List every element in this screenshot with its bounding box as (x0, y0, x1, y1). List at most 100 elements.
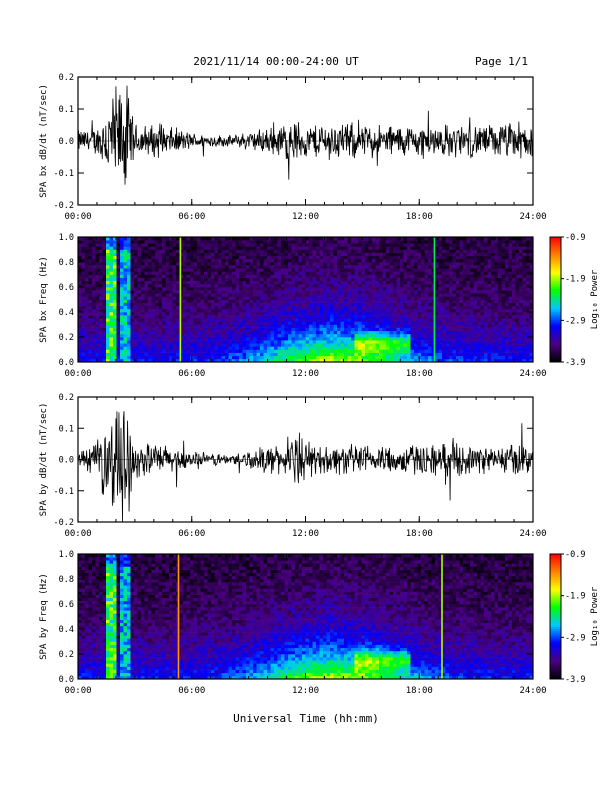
heatmap-cell (235, 280, 240, 285)
heatmap-cell (225, 280, 229, 285)
heatmap-cell (400, 343, 404, 347)
heatmap-cell (396, 262, 401, 266)
heatmap-cell (305, 346, 310, 350)
heatmap-cell (148, 268, 152, 272)
heatmap-cell (305, 337, 310, 341)
heatmap-cell (249, 346, 254, 350)
heatmap-cell (333, 315, 338, 319)
heatmap-cell (480, 252, 485, 257)
heatmap-cell (137, 274, 142, 278)
heatmap-cell (81, 271, 86, 275)
heatmap-cell (92, 271, 96, 275)
heatmap-cell (382, 240, 387, 244)
heatmap-cell (365, 346, 369, 350)
heatmap-cell (239, 308, 243, 313)
heatmap-cell (365, 243, 369, 247)
heatmap-cell (123, 283, 128, 288)
heatmap-cell (421, 283, 425, 288)
heatmap-cell (284, 243, 289, 247)
heatmap-cell (78, 318, 82, 322)
heatmap-cell (438, 308, 443, 313)
heatmap-cell (316, 258, 320, 263)
heatmap-cell (435, 333, 439, 338)
heatmap-cell (169, 340, 173, 344)
heatmap-cell (470, 290, 474, 294)
heatmap-cell (179, 249, 184, 253)
heatmap-cell (414, 343, 418, 347)
heatmap-cell (361, 237, 366, 241)
heatmap-cell (330, 240, 334, 244)
heatmap-cell (340, 343, 345, 347)
heatmap-cell (480, 280, 485, 285)
heatmap-cell (155, 290, 159, 294)
heatmap-cell (484, 252, 488, 257)
heatmap-cell (284, 293, 289, 297)
heatmap-cell (358, 240, 362, 244)
heatmap-cell (298, 283, 303, 288)
heatmap-cell (120, 318, 124, 322)
heatmap-cell (410, 308, 415, 313)
heatmap-cell (249, 302, 254, 307)
heatmap-cell (501, 258, 506, 263)
heatmap-cell (109, 315, 114, 319)
heatmap-cell (179, 340, 184, 344)
heatmap-cell (130, 262, 135, 266)
heatmap-cell (365, 330, 369, 335)
heatmap-cell (407, 355, 411, 360)
heatmap-cell (172, 302, 177, 307)
heatmap-cell (484, 283, 488, 288)
heatmap-cell (85, 327, 89, 332)
heatmap-cell (274, 355, 278, 360)
heatmap-cell (400, 268, 404, 272)
heatmap-cell (134, 237, 138, 241)
heatmap-cell (186, 305, 191, 310)
heatmap-cell (456, 337, 460, 341)
heatmap-cell (284, 268, 289, 272)
heatmap-cell (456, 299, 460, 303)
heatmap-cell (239, 249, 243, 253)
heatmap-cell (386, 271, 390, 275)
heatmap-cell (375, 321, 380, 325)
heatmap-cell (81, 290, 86, 294)
heatmap-cell (449, 262, 453, 266)
heatmap-cell (421, 296, 425, 300)
heatmap-cell (169, 355, 173, 360)
heatmap-cell (211, 343, 215, 347)
heatmap-cell (193, 255, 198, 260)
heatmap-cell (99, 299, 103, 303)
heatmap-cell (389, 268, 394, 272)
heatmap-cell (477, 324, 481, 328)
heatmap-cell (228, 243, 233, 247)
heatmap-cell (242, 340, 247, 344)
heatmap-cell (340, 296, 345, 300)
heatmap-cell (400, 340, 404, 344)
heatmap-cell (354, 280, 359, 285)
heatmap-cell (162, 296, 166, 300)
heatmap-cell (393, 280, 397, 285)
heatmap-cell (218, 349, 222, 353)
heatmap-cell (200, 318, 205, 322)
heatmap-cell (256, 293, 261, 297)
heatmap-cell (88, 302, 93, 307)
heatmap-cell (375, 268, 380, 272)
heatmap-cell (424, 321, 429, 325)
heatmap-cell (424, 340, 429, 344)
heatmap-cell (134, 315, 138, 319)
heatmap-cell (466, 337, 471, 341)
heatmap-cell (386, 293, 390, 297)
heatmap-cell (263, 312, 268, 316)
heatmap-cell (368, 283, 373, 288)
heatmap-cell (183, 268, 187, 272)
heatmap-cell (221, 240, 226, 244)
heatmap-cell (347, 296, 352, 300)
heatmap-cell (470, 337, 474, 341)
heatmap-cell (148, 249, 152, 253)
heatmap-cell (487, 308, 492, 313)
heatmap-cell (445, 358, 450, 363)
heatmap-cell (179, 283, 184, 288)
heatmap-cell (127, 355, 131, 360)
heatmap-cell (319, 262, 324, 266)
heatmap-cell (120, 312, 124, 316)
heatmap-cell (267, 343, 271, 347)
heatmap-cell (449, 283, 453, 288)
